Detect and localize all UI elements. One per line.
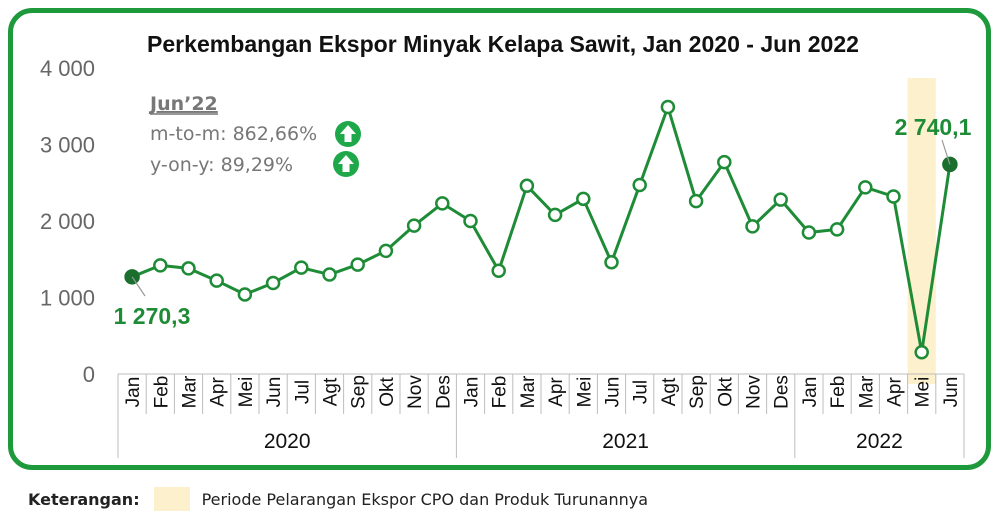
data-point — [717, 154, 732, 170]
data-point — [547, 207, 563, 223]
data-point — [463, 213, 478, 229]
data-point — [745, 219, 760, 234]
data-point — [829, 222, 845, 237]
first-label-leader — [131, 276, 146, 297]
legend-text: Periode Pelarangan Ekspor CPO dan Produk… — [201, 489, 649, 509]
x-tick-label: Nov — [405, 375, 426, 409]
x-tick-label: Feb — [828, 376, 849, 409]
y-tick-label: 0 — [83, 362, 95, 387]
data-point — [265, 275, 281, 291]
x-tick-label: Des — [433, 375, 454, 409]
x-tick-label: Nov — [744, 375, 765, 409]
last-value-label: 2 740,1 — [895, 114, 972, 140]
data-point — [886, 189, 901, 204]
data-point — [350, 257, 365, 272]
x-tick-label: Mar — [518, 375, 539, 408]
line-chart: Perkembangan Ekspor Minyak Kelapa Sawit,… — [40, 31, 972, 458]
data-point — [858, 180, 873, 195]
data-point — [801, 225, 817, 240]
data-point — [604, 255, 619, 270]
x-tick-label: Sep — [687, 375, 708, 409]
chart-frame — [8, 8, 991, 470]
data-point — [378, 243, 394, 259]
data-point — [491, 263, 506, 278]
legend-swatch — [153, 487, 190, 511]
x-tick-label: Okt — [377, 377, 398, 407]
x-tick-label: Mei — [913, 377, 934, 408]
chart-title: Perkembangan Ekspor Minyak Kelapa Sawit,… — [147, 31, 859, 57]
x-tick-label: Jan — [800, 377, 821, 408]
x-tick-label: Jan — [462, 377, 483, 408]
x-tick-label: Sep — [349, 375, 370, 409]
year-label: 2021 — [602, 430, 649, 453]
year-label: 2020 — [264, 430, 311, 453]
x-tick-label: Jun — [941, 377, 962, 408]
x-tick-label: Feb — [151, 376, 172, 409]
y-tick-label: 4 000 — [40, 56, 95, 81]
ban-period-band — [907, 78, 936, 384]
first-value-label: 1 270,3 — [114, 303, 191, 329]
data-point — [435, 196, 450, 211]
data-point — [773, 192, 788, 207]
info-title: Jun’22 — [148, 93, 218, 115]
x-tick-label: Jun — [603, 377, 624, 408]
legend: Keterangan: Periode Pelarangan Ekspor CP… — [28, 486, 648, 512]
data-point — [322, 267, 337, 282]
data-point — [237, 287, 253, 302]
data-point — [181, 261, 196, 276]
data-point — [914, 344, 929, 360]
data-point — [294, 260, 309, 275]
last-label-leader — [941, 139, 951, 165]
data-point — [688, 193, 704, 209]
x-tick-label: Mei — [574, 377, 595, 408]
data-point — [153, 258, 168, 273]
y-tick-label: 3 000 — [40, 133, 95, 158]
x-tick-label: Feb — [490, 376, 511, 409]
x-tick-label: Mar — [180, 375, 201, 408]
x-tick-label: Agt — [321, 377, 342, 406]
data-point — [209, 273, 224, 288]
up-arrow-icon-glyph — [340, 125, 356, 142]
up-arrow-icon-glyph — [338, 155, 354, 172]
mtm-text: m-to-m: 862,66% — [150, 123, 317, 145]
y-tick-label: 1 000 — [40, 286, 95, 311]
x-tick-label: Des — [772, 375, 793, 409]
x-tick-label: Apr — [208, 377, 229, 407]
data-point — [660, 99, 676, 115]
x-tick-label: Mar — [856, 375, 877, 408]
y-tick-label: 2 000 — [40, 209, 95, 234]
legend-label: Keterangan: — [28, 489, 140, 509]
x-tick-label: Agt — [659, 377, 680, 406]
x-tick-label: Mei — [236, 377, 257, 408]
data-point — [406, 218, 422, 233]
x-tick-label: Apr — [546, 377, 567, 407]
x-tick-label: Jul — [631, 380, 652, 404]
x-tick-label: Jan — [123, 377, 144, 408]
data-point — [519, 178, 535, 194]
x-tick-label: Apr — [885, 377, 906, 407]
data-point — [632, 177, 647, 193]
yoy-text: y-on-y: 89,29% — [150, 154, 293, 176]
x-tick-label: Jun — [264, 377, 285, 408]
x-tick-label: Jul — [292, 380, 313, 404]
year-label: 2022 — [856, 430, 903, 453]
data-point — [576, 191, 591, 207]
x-tick-label: Okt — [715, 377, 736, 407]
